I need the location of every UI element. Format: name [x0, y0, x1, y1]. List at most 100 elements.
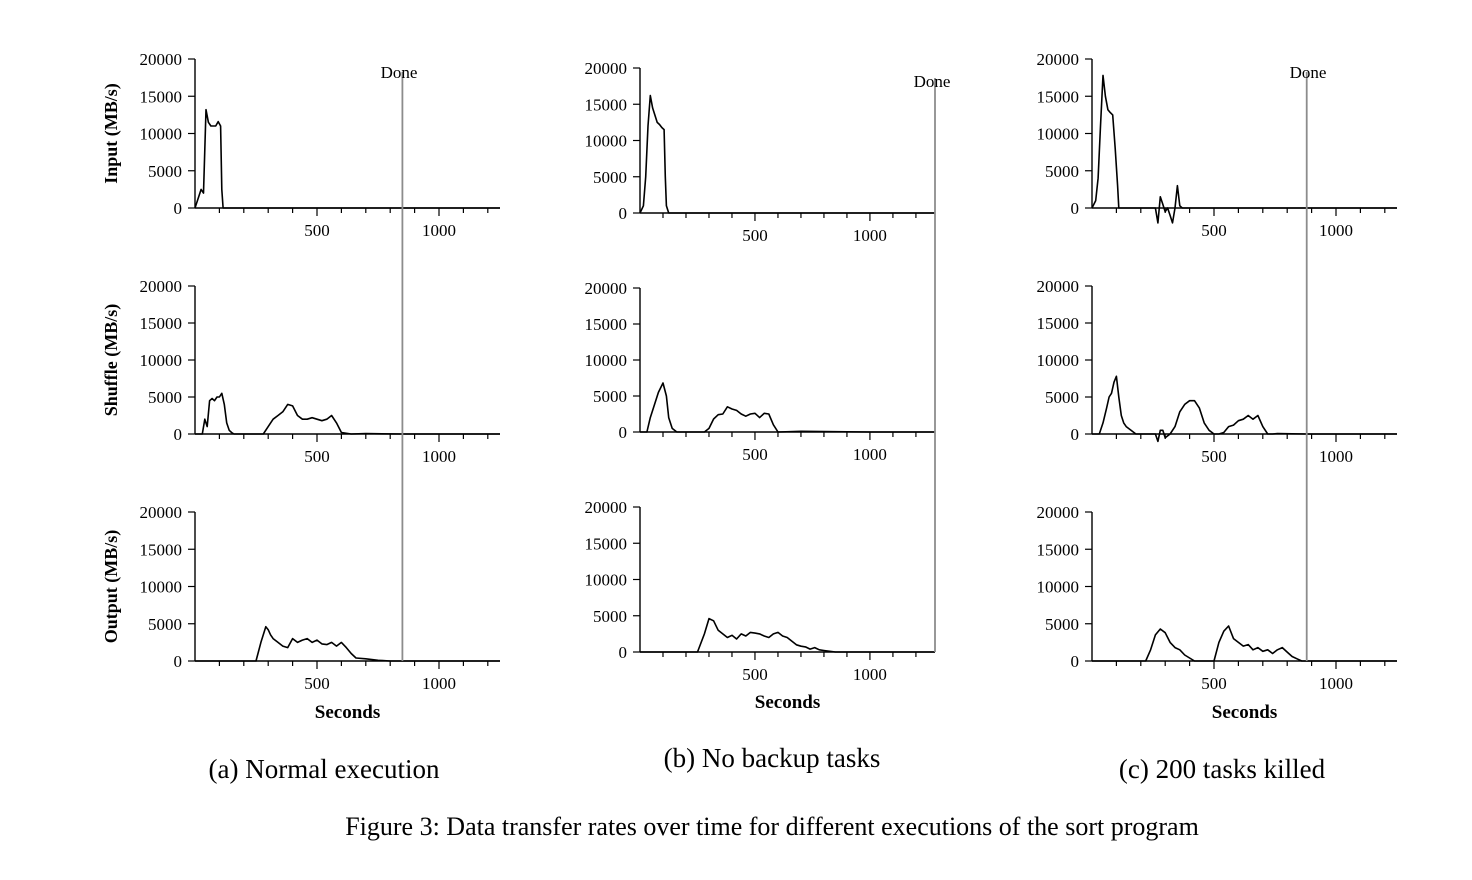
y-tick-label: 0 [1071, 652, 1080, 671]
y-tick-label: 15000 [1037, 540, 1080, 559]
y-tick-label: 15000 [1037, 87, 1080, 106]
panel-shuffle: 0 5000 10000 15000 20000 500 1000 [1037, 277, 1397, 466]
y-tick-label: 0 [619, 643, 628, 662]
y-tick-label: 20000 [140, 50, 183, 69]
x-axis-label: Seconds [755, 692, 820, 713]
y-tick-label: 5000 [148, 388, 182, 407]
x-tick-label: 1000 [1319, 674, 1353, 693]
y-tick-label: 0 [174, 652, 183, 671]
row-label-shuffle: Shuffle (MB/s) [101, 304, 122, 417]
x-tick-label: 1000 [1319, 221, 1353, 240]
y-tick-label: 10000 [585, 132, 628, 151]
y-tick-label: 0 [174, 425, 183, 444]
x-tick-label: 500 [304, 447, 330, 466]
x-tick-label: 500 [742, 226, 768, 245]
y-tick-label: 10000 [140, 125, 183, 144]
y-tick-label: 5000 [148, 615, 182, 634]
panel-output: 0 5000 10000 15000 20000 500 1000 [1037, 503, 1397, 693]
series-line-output [640, 617, 935, 653]
x-tick-label: 500 [742, 665, 768, 684]
y-tick-label: 15000 [585, 95, 628, 114]
x-axis-label: Seconds [315, 702, 380, 723]
x-tick-label: 500 [1201, 674, 1227, 693]
y-tick-label: 15000 [1037, 314, 1080, 333]
caption-normal-execution: (a) Normal execution [209, 754, 440, 784]
x-tick-label: 1000 [853, 445, 887, 464]
series-line-output [1092, 625, 1397, 662]
done-label: Done [914, 72, 951, 91]
y-tick-label: 15000 [140, 540, 183, 559]
done-label: Done [381, 63, 418, 82]
y-tick-label: 0 [619, 423, 628, 442]
y-tick-label: 5000 [1045, 162, 1079, 181]
series-line-shuffle [640, 382, 935, 433]
y-tick-label: 5000 [1045, 388, 1079, 407]
y-tick-label: 20000 [585, 59, 628, 78]
y-tick-label: 20000 [140, 277, 183, 296]
panel-input: 0 5000 10000 15000 20000 500 1000 [1037, 50, 1397, 240]
panel-output: 0 5000 10000 15000 20000 500 1000 Output (MB/s) [101, 503, 500, 693]
x-tick-label: 1000 [422, 674, 456, 693]
y-tick-label: 5000 [593, 607, 627, 626]
y-tick-label: 5000 [593, 168, 627, 187]
y-tick-label: 0 [174, 199, 183, 218]
y-tick-label: 5000 [1045, 615, 1079, 634]
y-tick-label: 15000 [140, 314, 183, 333]
y-tick-label: 0 [1071, 425, 1080, 444]
series-line-input [1091, 74, 1397, 224]
panel-output: 0 5000 10000 15000 20000 500 1000 [585, 498, 935, 684]
x-tick-label: 1000 [422, 447, 456, 466]
panel-shuffle: 0 5000 10000 15000 20000 500 1000 [585, 279, 935, 464]
y-tick-label: 20000 [1037, 50, 1080, 69]
y-tick-label: 10000 [140, 578, 183, 597]
y-tick-label: 10000 [1037, 125, 1080, 144]
x-tick-label: 500 [1201, 221, 1227, 240]
y-tick-label: 0 [619, 204, 628, 223]
panel-input: 0 5000 10000 15000 20000 500 1000 [585, 59, 935, 245]
x-tick-label: 1000 [1319, 447, 1353, 466]
x-tick-label: 500 [304, 221, 330, 240]
y-tick-label: 20000 [1037, 503, 1080, 522]
y-tick-label: 10000 [1037, 578, 1080, 597]
sub-captions: (a) Normal execution (b) No backup tasks… [209, 743, 1326, 784]
x-tick-label: 1000 [422, 221, 456, 240]
panel-shuffle: 0 5000 10000 15000 20000 500 1000 Shuffle (MB/s… [101, 277, 500, 466]
x-tick-label: 500 [304, 674, 330, 693]
y-tick-label: 20000 [585, 279, 628, 298]
caption-no-backup-tasks: (b) No backup tasks [664, 743, 881, 773]
y-tick-label: 5000 [593, 387, 627, 406]
y-tick-label: 20000 [585, 498, 628, 517]
y-tick-label: 15000 [585, 534, 628, 553]
y-tick-label: 10000 [585, 571, 628, 590]
y-tick-label: 0 [1071, 199, 1080, 218]
row-label-input: Input (MB/s) [101, 83, 122, 184]
y-tick-label: 15000 [140, 87, 183, 106]
y-tick-label: 10000 [585, 351, 628, 370]
x-tick-label: 500 [1201, 447, 1227, 466]
figure-caption: Figure 3: Data transfer rates over time … [345, 812, 1199, 841]
series-line-shuffle [1092, 375, 1397, 443]
x-tick-label: 500 [742, 445, 768, 464]
series-line-output [195, 625, 500, 662]
x-axis-label: Seconds [1212, 702, 1277, 723]
y-tick-label: 20000 [140, 503, 183, 522]
y-tick-label: 10000 [140, 351, 183, 370]
y-tick-label: 5000 [148, 162, 182, 181]
x-tick-label: 1000 [853, 665, 887, 684]
series-line-input [639, 94, 935, 214]
series-line-shuffle [195, 392, 500, 435]
row-label-output: Output (MB/s) [101, 530, 122, 644]
y-tick-label: 20000 [1037, 277, 1080, 296]
y-tick-label: 15000 [585, 315, 628, 334]
y-tick-label: 10000 [1037, 351, 1080, 370]
done-label: Done [1290, 63, 1327, 82]
caption-200-tasks-killed: (c) 200 tasks killed [1119, 754, 1326, 784]
series-line-input [194, 108, 500, 209]
x-tick-label: 1000 [853, 226, 887, 245]
panel-input: 0 5000 10000 15000 20000 500 1000 Input (MB/s) [101, 50, 500, 240]
